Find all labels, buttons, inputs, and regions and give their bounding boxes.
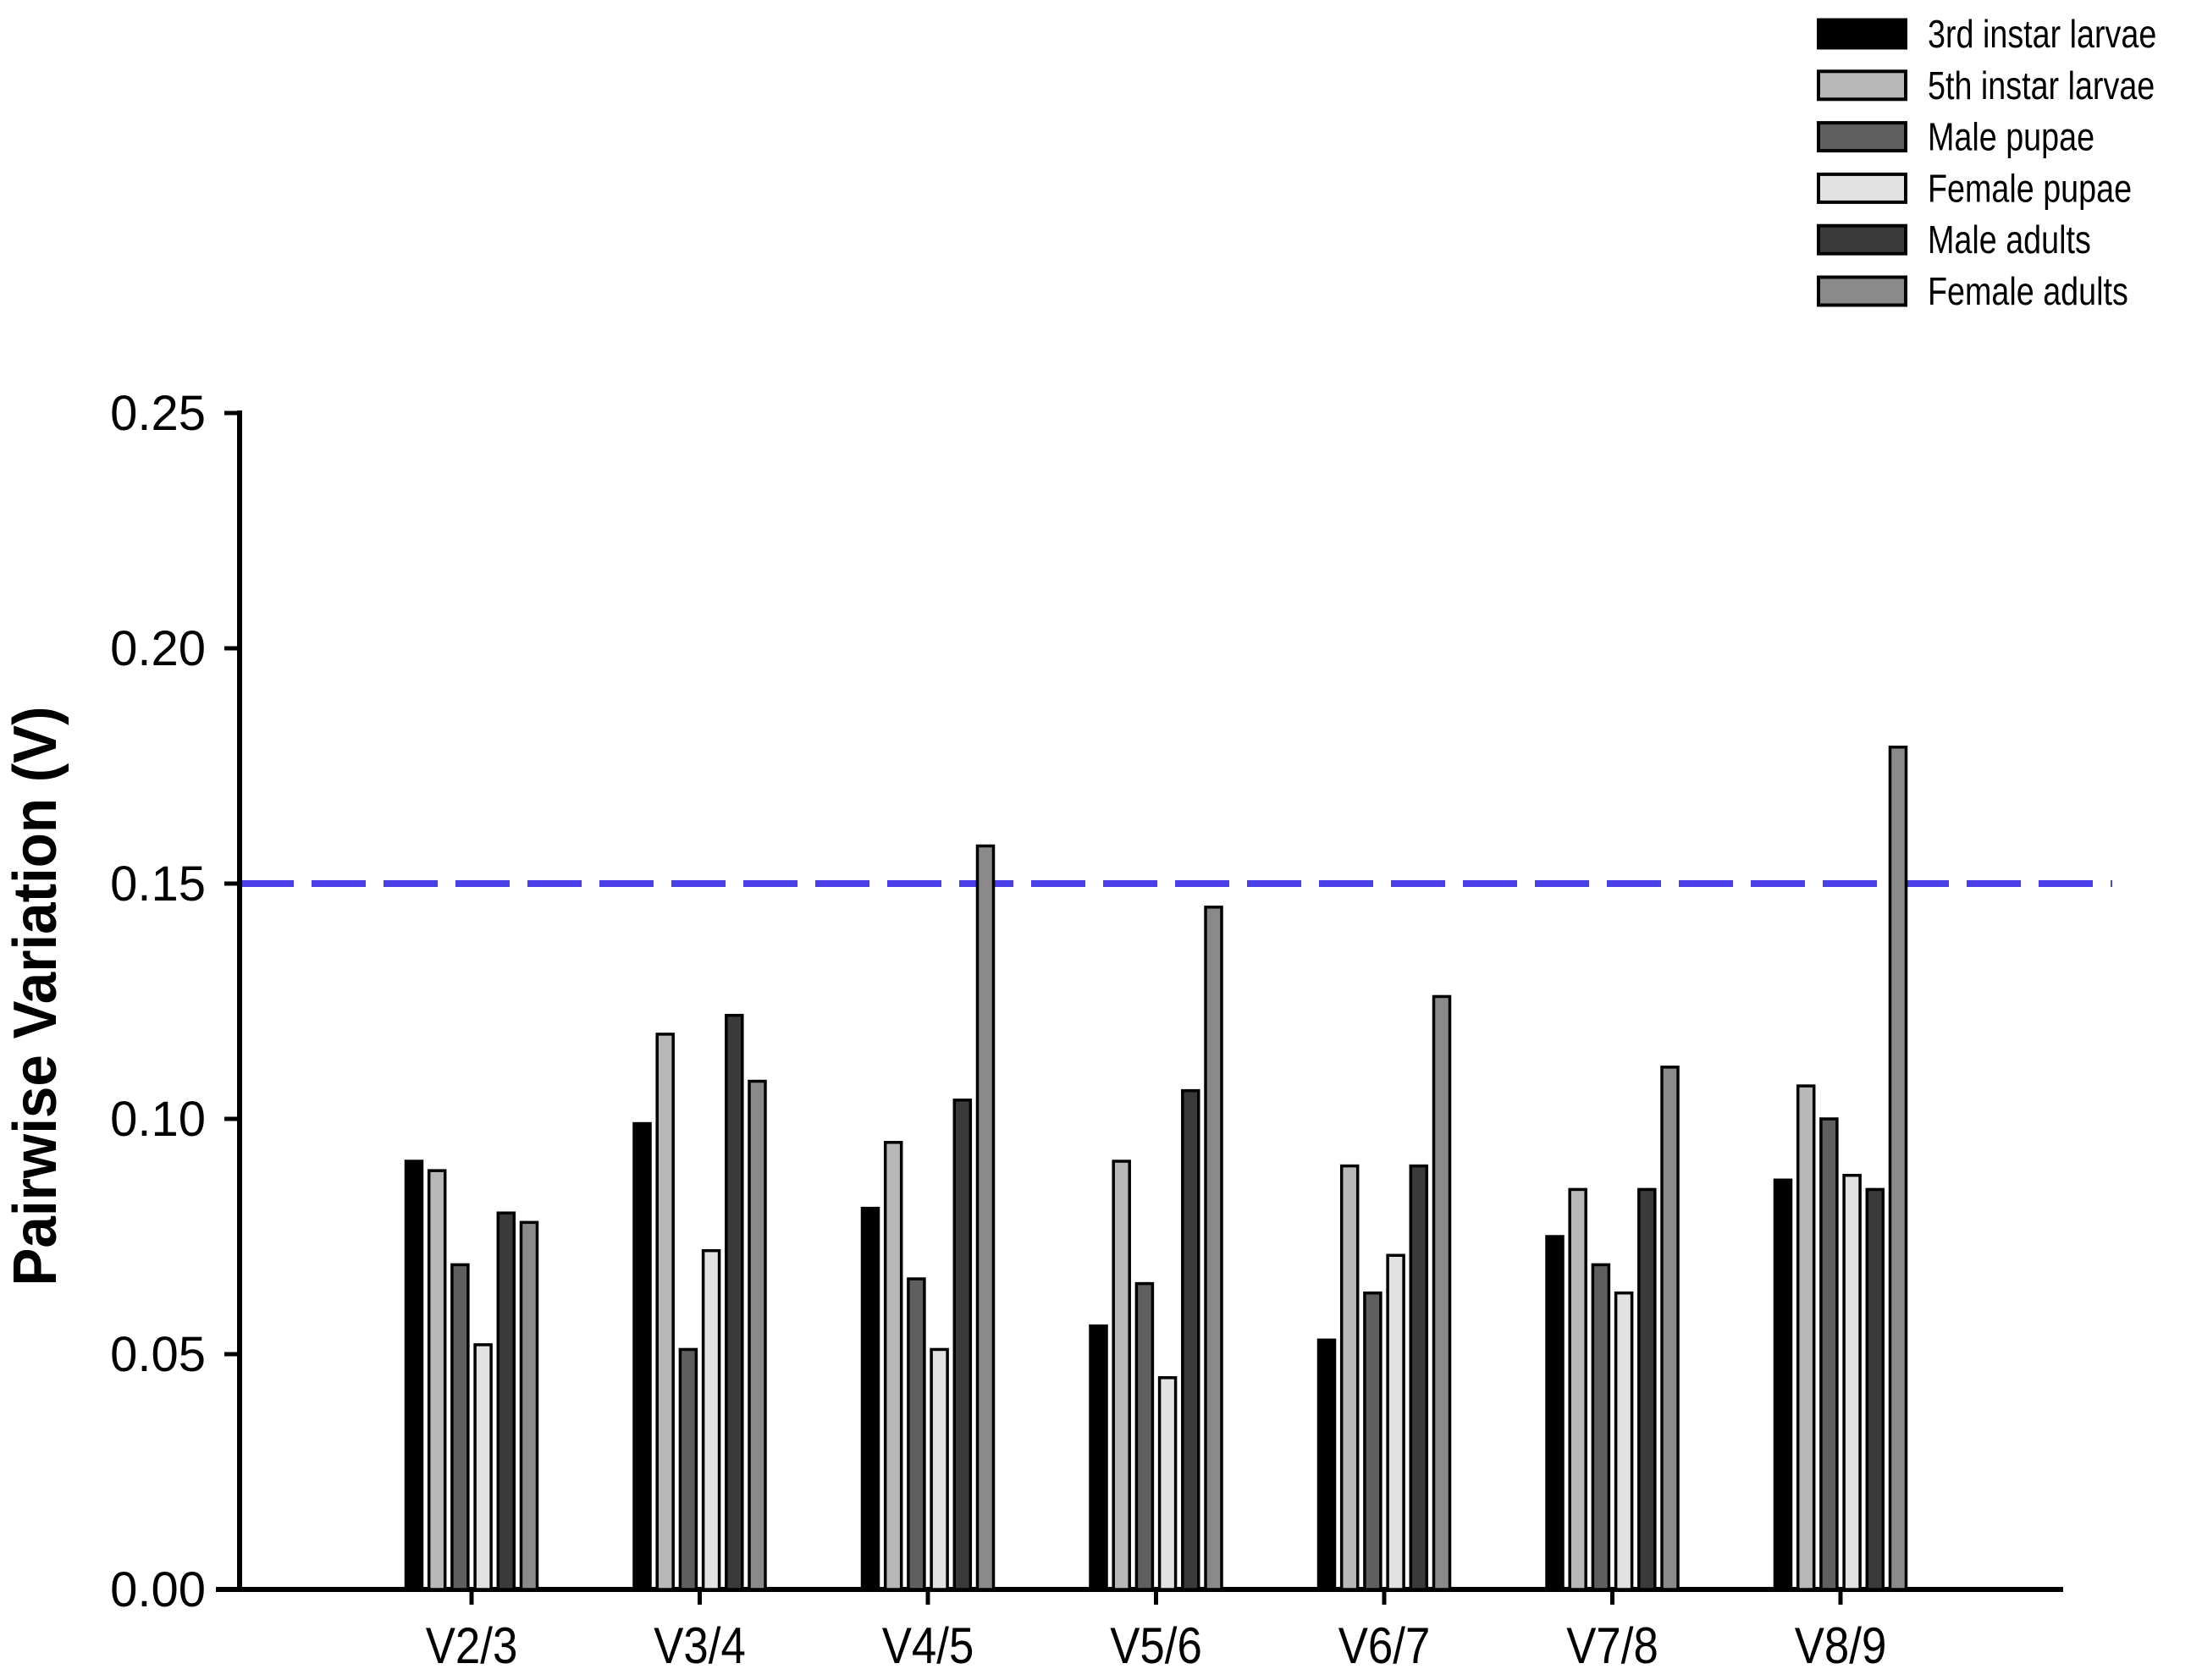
legend-swatch: [1817, 121, 1907, 153]
bar: [1089, 1324, 1108, 1591]
y-axis-title: Pairwise Variation (V): [2, 707, 69, 1286]
x-tick-label: V7/8: [1566, 1617, 1658, 1674]
bar: [496, 1211, 516, 1591]
bar: [519, 1220, 539, 1591]
y-tick-label: 0.05: [110, 1327, 206, 1382]
bar: [1637, 1187, 1657, 1591]
bar: [1181, 1088, 1200, 1591]
legend: 3rd instar larvae 5th instar larvae Male p…: [1817, 12, 2156, 313]
bar: [678, 1347, 698, 1591]
y-tick-label: 0.10: [110, 1092, 206, 1147]
x-tick-label: V8/9: [1795, 1617, 1887, 1674]
bar: [1409, 1164, 1429, 1591]
bar: [632, 1121, 652, 1591]
bar: [952, 1099, 973, 1591]
legend-swatch: [1817, 172, 1907, 204]
x-tick-label: V5/6: [1110, 1617, 1202, 1674]
bar: [883, 1141, 903, 1591]
legend-swatch: [1817, 275, 1907, 307]
bar: [860, 1206, 880, 1591]
bar: [975, 844, 996, 1591]
x-tick-label: V2/3: [426, 1617, 518, 1674]
bar: [1316, 1338, 1337, 1591]
legend-label: Male pupae: [1928, 115, 2094, 158]
legend-swatch: [1817, 223, 1907, 256]
bar: [1386, 1253, 1405, 1591]
y-tick-label: 0.15: [110, 857, 206, 912]
bar: [427, 1169, 447, 1591]
y-tick-label: 0.00: [110, 1562, 206, 1617]
bar: [1112, 1159, 1131, 1591]
bar: [1339, 1164, 1360, 1591]
bar: [1842, 1173, 1862, 1591]
bar: [1134, 1281, 1155, 1591]
bar: [1819, 1117, 1839, 1591]
legend-label: 5th instar larvae: [1928, 63, 2155, 107]
bar: [1157, 1376, 1178, 1591]
bar: [748, 1079, 767, 1591]
bar: [1888, 746, 1908, 1591]
legend-item: Female pupae: [1817, 167, 2132, 210]
legend-item: Female adults: [1817, 269, 2128, 313]
bar: [1660, 1066, 1680, 1591]
legend-label: Male adults: [1928, 218, 2091, 262]
bar: [1363, 1291, 1382, 1591]
bar: [1591, 1263, 1611, 1591]
legend-label: Female pupae: [1928, 167, 2132, 210]
bar: [930, 1347, 949, 1591]
bar: [725, 1013, 744, 1591]
bar: [473, 1343, 493, 1591]
bar: [1865, 1187, 1885, 1591]
bar: [701, 1248, 721, 1591]
x-tick-label: V4/5: [882, 1617, 974, 1674]
legend-label: 3rd instar larvae: [1928, 12, 2156, 55]
legend-item: Male pupae: [1817, 115, 2094, 158]
bar: [1568, 1187, 1587, 1591]
bar: [1204, 906, 1223, 1591]
bar: [1796, 1084, 1816, 1591]
legend-item: 5th instar larvae: [1817, 63, 2155, 107]
y-tick-label: 0.20: [110, 621, 206, 676]
legend-label: Female adults: [1928, 269, 2128, 312]
bar: [1545, 1235, 1565, 1591]
x-tick-label: V6/7: [1338, 1617, 1431, 1674]
legend-item: Male adults: [1817, 218, 2091, 262]
bar: [1432, 994, 1452, 1591]
y-tick-label: 0.25: [110, 386, 206, 441]
bar: [1773, 1178, 1793, 1591]
legend-item: 3rd instar larvae: [1817, 12, 2156, 56]
bar: [655, 1033, 675, 1591]
bar: [450, 1263, 470, 1591]
legend-swatch: [1817, 18, 1907, 50]
bar: [1614, 1291, 1634, 1591]
bar: [907, 1277, 926, 1591]
x-tick-label: V3/4: [654, 1617, 746, 1674]
bar: [404, 1159, 424, 1591]
legend-swatch: [1817, 69, 1907, 102]
